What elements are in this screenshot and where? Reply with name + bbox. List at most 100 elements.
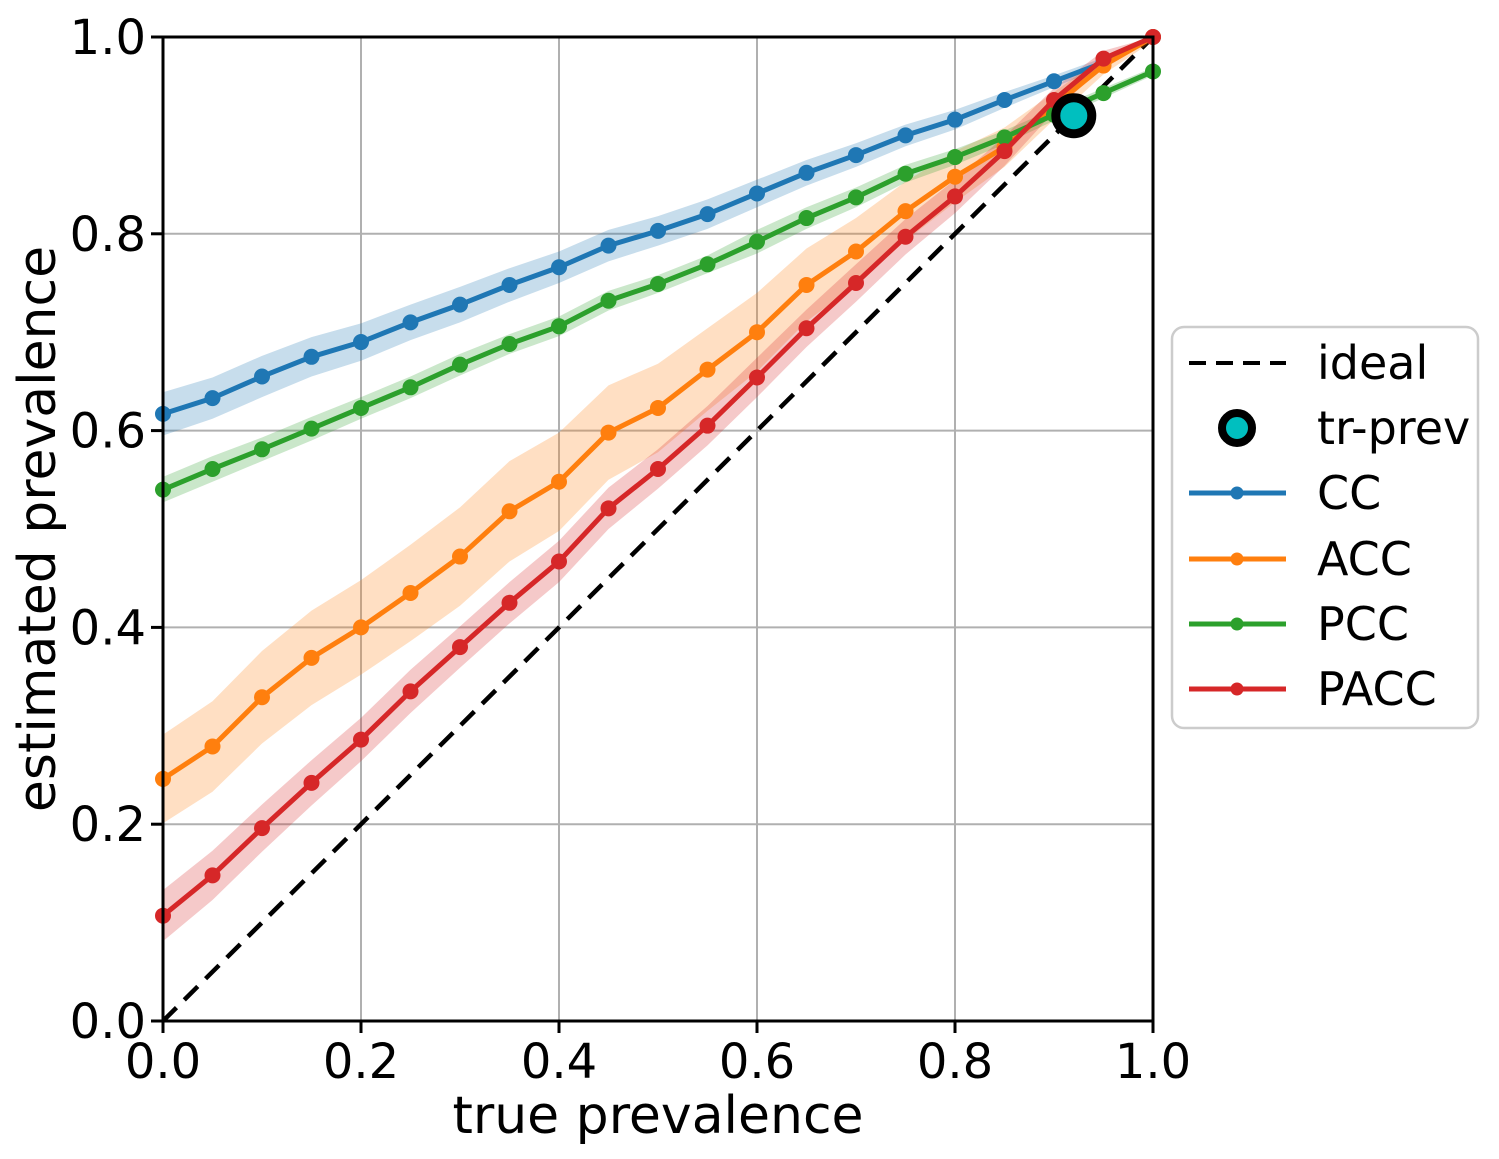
band-PACC <box>163 37 1153 942</box>
ideal-line <box>161 35 1155 1023</box>
legend-label: CC <box>1317 466 1381 520</box>
point-PCC <box>551 318 567 335</box>
cc-dot-sample <box>1230 486 1244 500</box>
point-PACC <box>848 275 864 291</box>
point-CC <box>353 334 369 351</box>
point-PACC <box>501 594 518 611</box>
legend-label: PCC <box>1317 597 1409 651</box>
x-tick-label: 0.0 <box>125 1034 201 1090</box>
point-PCC <box>749 233 765 250</box>
point-PCC <box>650 275 666 292</box>
point-CC <box>402 314 419 331</box>
point-ACC <box>650 399 666 416</box>
pcc-dot-sample <box>1230 617 1244 631</box>
point-PCC <box>501 336 518 353</box>
point-PCC <box>353 399 369 416</box>
point-ACC <box>402 584 419 601</box>
y-axis-label: estimated prevalence <box>8 246 68 812</box>
legend-label: ACC <box>1317 532 1412 586</box>
point-PCC <box>699 256 716 273</box>
point-CC <box>650 222 666 239</box>
x-tick-label: 0.6 <box>719 1034 795 1090</box>
legend-item-pacc: PACC <box>1189 662 1437 716</box>
y-tick-label: 0.4 <box>70 600 146 656</box>
point-CC <box>996 91 1013 108</box>
point-CC <box>501 276 518 293</box>
legend-label: PACC <box>1317 662 1437 716</box>
x-tick-label: 0.4 <box>521 1034 597 1090</box>
y-tick-label: 0.8 <box>70 207 146 263</box>
point-ACC <box>749 324 765 341</box>
point-PCC <box>452 356 468 373</box>
point-PCC <box>848 189 864 206</box>
point-PCC <box>402 379 419 396</box>
point-PACC <box>204 867 221 884</box>
x-tick-label: 0.8 <box>917 1034 993 1090</box>
legend-item-tr-prev: tr-prev <box>1218 401 1470 455</box>
legend-item-pcc: PCC <box>1189 597 1409 651</box>
point-ACC <box>204 738 221 755</box>
point-PCC <box>897 165 914 182</box>
point-ACC <box>452 548 468 565</box>
y-tick-labels: 0.0 0.2 0.4 0.6 0.8 1.0 <box>70 10 146 1050</box>
pacc-dot-sample <box>1230 682 1244 696</box>
point-PCC <box>947 149 963 166</box>
plot-frame <box>161 35 1155 1023</box>
x-tick-label: 1.0 <box>1115 1034 1191 1090</box>
y-tick-label: 0.6 <box>70 404 146 460</box>
confidence-bands <box>163 37 1153 942</box>
point-PACC <box>947 188 963 205</box>
x-tick-labels: 0.0 0.2 0.4 0.6 0.8 1.0 <box>125 1034 1191 1090</box>
x-tick-label: 0.2 <box>323 1034 399 1090</box>
legend: ideal tr-prev CC ACC PCC <box>1170 325 1480 730</box>
point-PACC <box>353 731 369 748</box>
point-CC <box>452 296 468 313</box>
point-CC <box>551 259 567 276</box>
point-PCC <box>996 129 1013 146</box>
tick-marks <box>151 35 1155 1033</box>
y-tick-label: 0.0 <box>70 994 146 1050</box>
point-ACC <box>353 619 369 636</box>
point-PCC <box>1095 85 1112 102</box>
point-ACC <box>897 203 914 220</box>
point-ACC <box>699 361 716 378</box>
point-ACC <box>798 276 815 293</box>
point-PACC <box>551 553 567 570</box>
acc-dot-sample <box>1230 552 1244 566</box>
point-PACC <box>897 228 914 245</box>
point-PACC <box>749 369 765 386</box>
point-CC <box>254 368 270 385</box>
point-ACC <box>254 689 270 706</box>
point-ACC <box>551 473 567 490</box>
point-CC <box>798 164 815 181</box>
point-CC <box>1046 73 1062 90</box>
point-CC <box>897 127 914 144</box>
legend-label: tr-prev <box>1317 401 1470 455</box>
point-PACC <box>600 500 617 517</box>
point-ACC <box>501 503 518 520</box>
point-PACC <box>402 683 419 700</box>
tr-prev-marker <box>1051 93 1097 139</box>
ideal-diagonal <box>161 35 1155 1023</box>
y-tick-label: 0.2 <box>70 797 146 853</box>
point-CC <box>699 206 716 223</box>
series-PACC <box>155 29 1161 924</box>
point-PACC <box>254 820 270 837</box>
point-PCC <box>254 441 270 458</box>
point-PACC <box>1095 50 1112 67</box>
point-CC <box>303 348 320 365</box>
point-ACC <box>848 243 864 260</box>
point-ACC <box>600 424 617 441</box>
point-CC <box>204 390 221 407</box>
point-PCC <box>204 460 221 477</box>
point-CC <box>749 185 765 202</box>
legend-label: ideal <box>1317 336 1428 390</box>
point-CC <box>848 147 864 164</box>
point-PACC <box>996 143 1013 160</box>
point-PACC <box>303 774 320 791</box>
point-PACC <box>798 320 815 337</box>
legend-item-ideal: ideal <box>1189 336 1428 390</box>
legend-item-acc: ACC <box>1189 532 1412 586</box>
